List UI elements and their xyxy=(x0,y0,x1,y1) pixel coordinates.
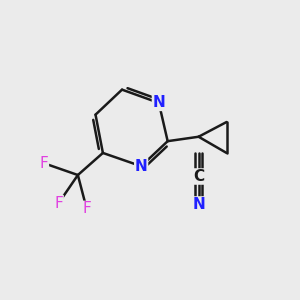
Text: F: F xyxy=(40,156,48,171)
Text: C: C xyxy=(193,169,204,184)
Text: F: F xyxy=(54,196,63,211)
Text: N: N xyxy=(135,159,148,174)
Text: N: N xyxy=(192,197,205,212)
Text: N: N xyxy=(152,95,165,110)
Text: F: F xyxy=(82,201,91,216)
